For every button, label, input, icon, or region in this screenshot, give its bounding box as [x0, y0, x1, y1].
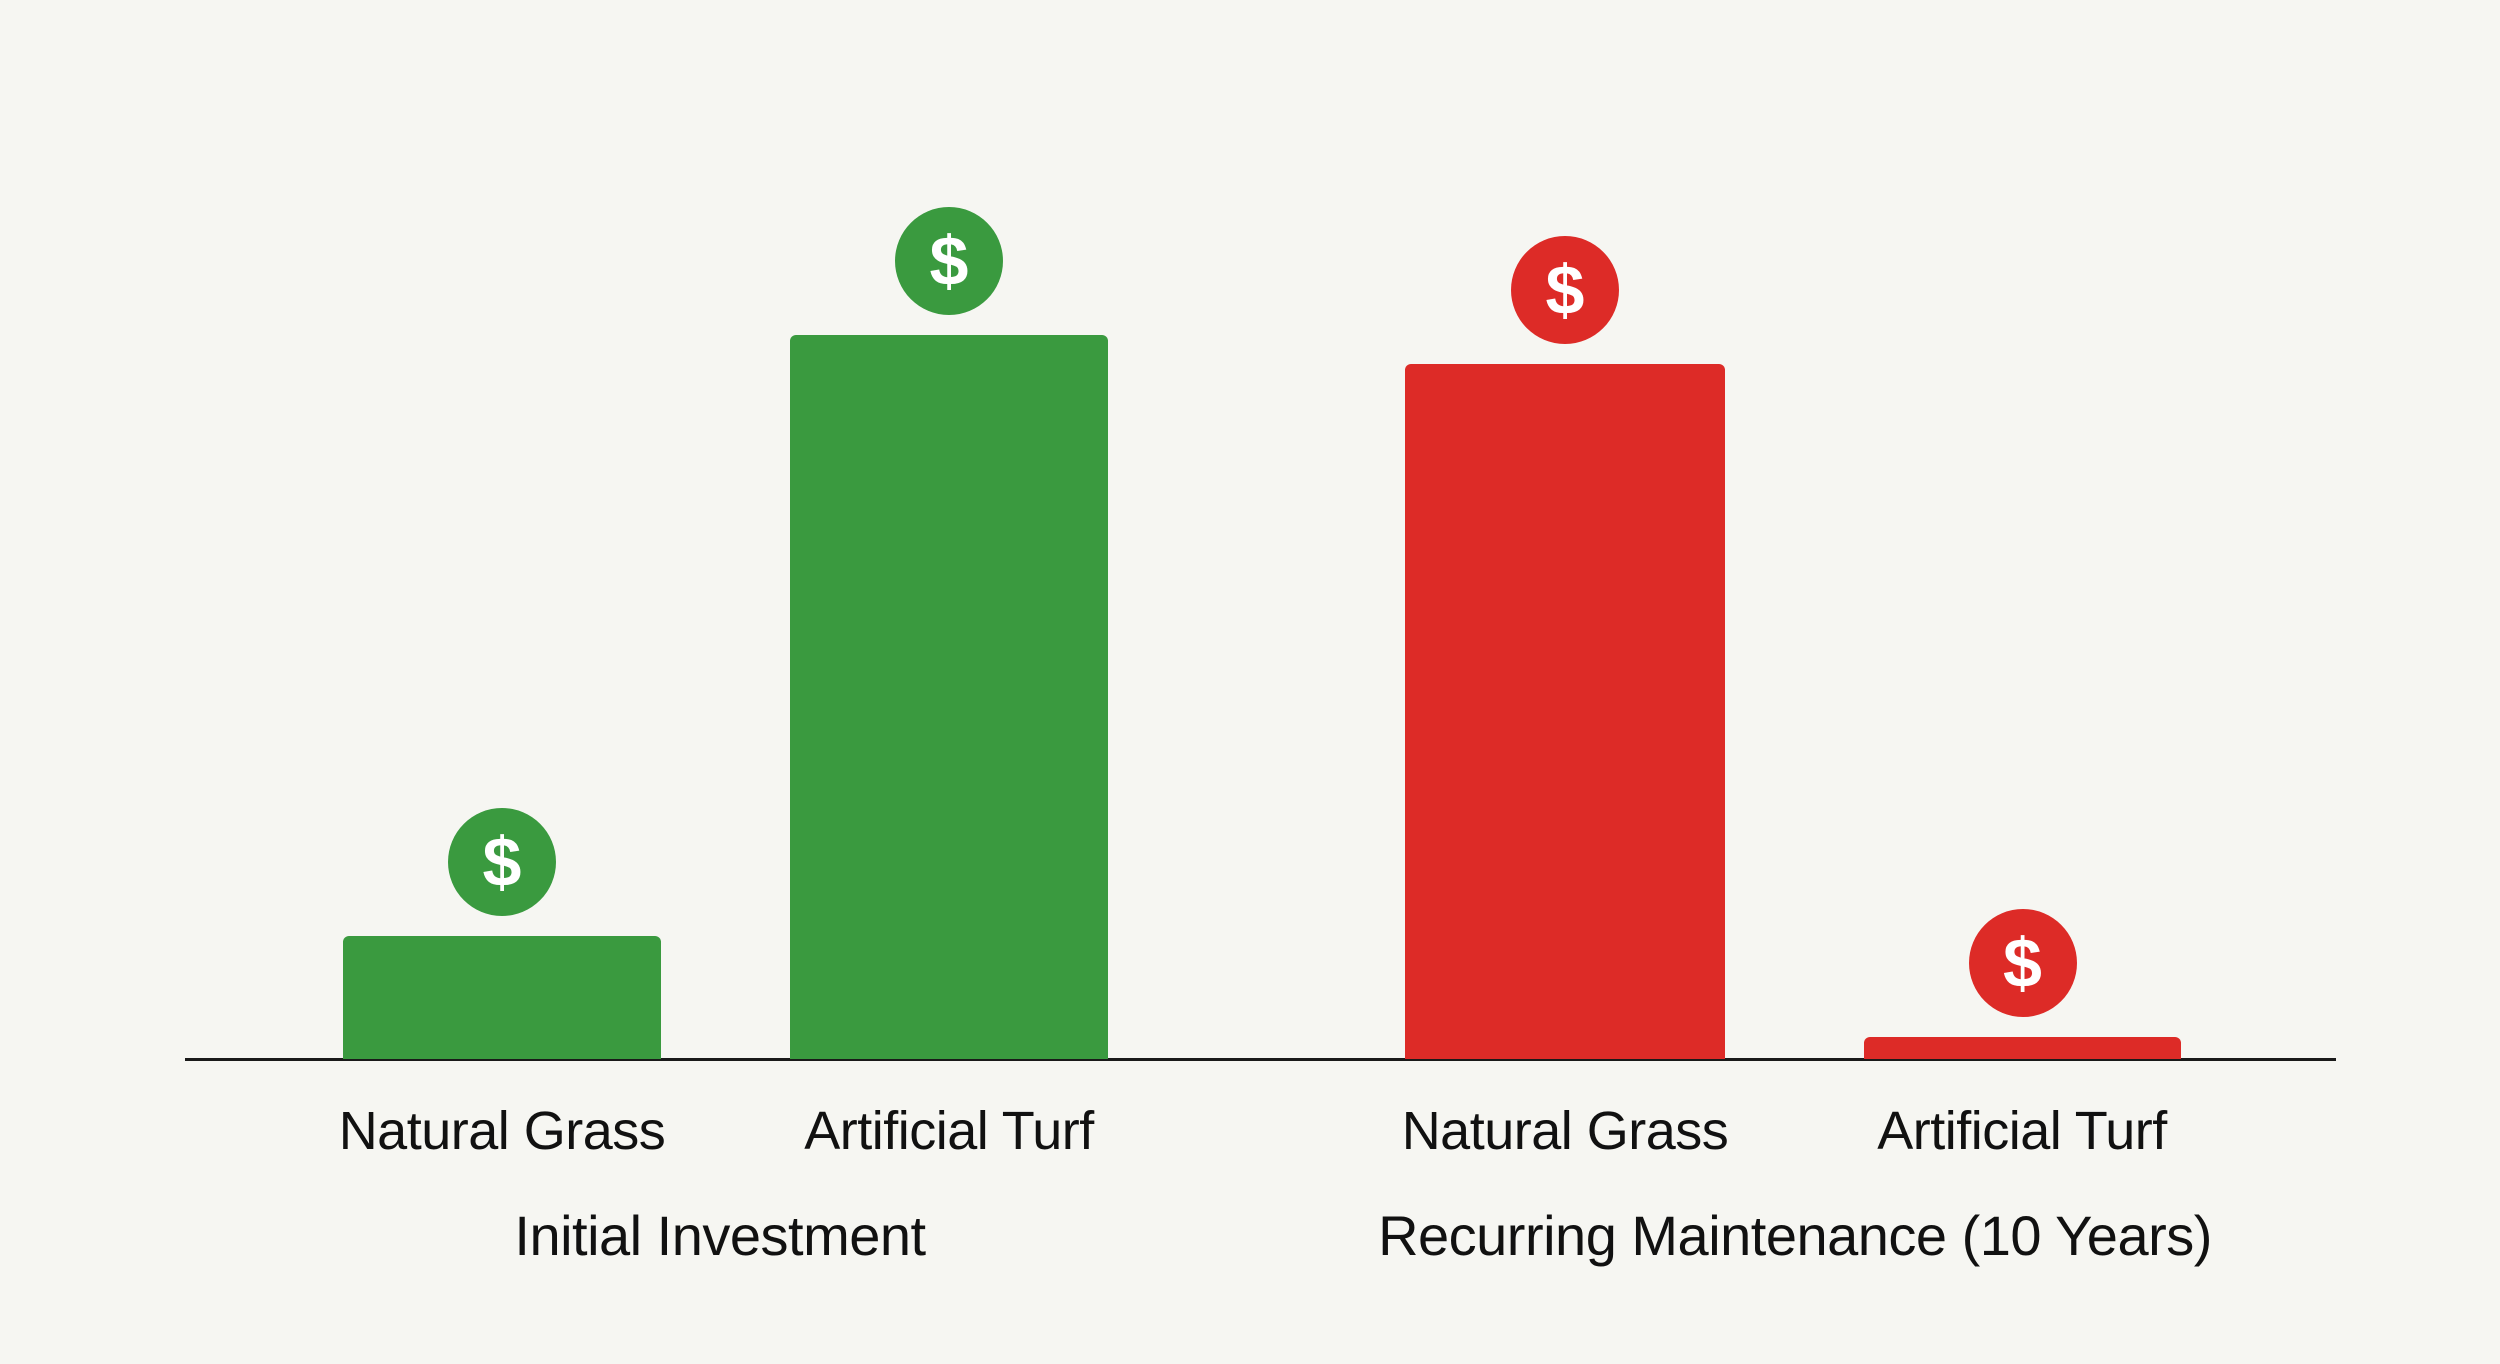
- bar-maintenance-artificial-turf: [1864, 1037, 2181, 1059]
- category-label-initial-natural-grass: Natural Grass: [338, 1101, 666, 1161]
- category-label-maintenance-artificial-turf: Artificial Turf: [1877, 1101, 2167, 1161]
- category-label-maintenance-natural-grass: Natural Grass: [1401, 1101, 1729, 1161]
- bar-maintenance-natural-grass: [1405, 364, 1725, 1059]
- dollar-coin-icon: $: [895, 207, 1003, 315]
- bar-initial-artificial-turf: [790, 335, 1108, 1059]
- dollar-coin-icon: $: [1968, 909, 2077, 1017]
- bar-initial-natural-grass: [343, 936, 661, 1059]
- dollar-coin-icon: $: [448, 808, 556, 916]
- dollar-coin-icon: $: [1511, 236, 1619, 344]
- x-axis-baseline: [185, 1058, 2336, 1061]
- group-label-initial-investment: Initial Investment: [514, 1204, 926, 1267]
- category-label-initial-artificial-turf: Artificial Turf: [804, 1101, 1094, 1161]
- group-label-recurring-maintenance: Recurring Maintenance (10 Years): [1378, 1204, 2212, 1267]
